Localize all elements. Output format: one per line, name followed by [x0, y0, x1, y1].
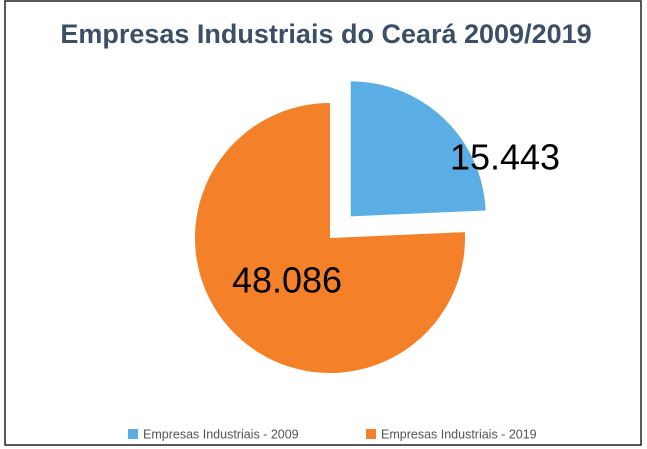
chart-title: Empresas Industriais do Ceará 2009/2019 — [60, 19, 591, 49]
pie-slice — [350, 81, 486, 217]
legend-swatch — [366, 429, 376, 439]
pie-slice — [194, 103, 465, 373]
legend-label: Empresas Industriais - 2009 — [143, 427, 299, 441]
data-label: 48.086 — [232, 260, 342, 301]
frame — [4, 0, 642, 446]
legend-label: Empresas Industriais - 2019 — [381, 427, 537, 441]
data-label: 15.443 — [450, 137, 560, 178]
legend-swatch — [128, 429, 138, 439]
